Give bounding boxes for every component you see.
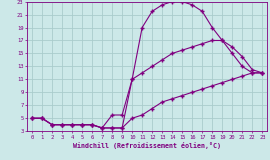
X-axis label: Windchill (Refroidissement éolien,°C): Windchill (Refroidissement éolien,°C) — [73, 142, 221, 149]
